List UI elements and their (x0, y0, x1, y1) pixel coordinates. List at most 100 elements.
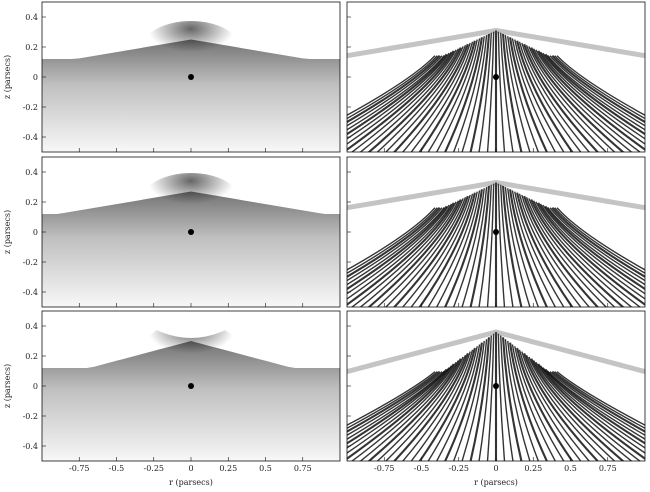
streamline (347, 207, 438, 274)
y-tick-label: 0.4 (25, 13, 38, 22)
streamline (486, 31, 495, 152)
streamline (376, 198, 464, 307)
streamline (540, 365, 645, 454)
streamline (530, 47, 625, 152)
streamline (556, 207, 645, 271)
streamline (504, 339, 531, 461)
streamline (547, 207, 645, 286)
streamline (347, 55, 445, 131)
streamline (547, 370, 645, 440)
density-field (42, 341, 340, 461)
x-axis-title: r (parsecs) (169, 478, 213, 487)
streamline (461, 339, 488, 461)
streamline (347, 371, 438, 430)
streamline (499, 184, 514, 307)
x-tick-label: 0.75 (599, 464, 617, 473)
streamline (511, 190, 557, 307)
x-tick-label: 0.25 (219, 464, 237, 473)
streamline (554, 207, 645, 274)
streamline (499, 32, 514, 152)
streamline (551, 55, 645, 124)
density-field (42, 191, 340, 307)
streamline (532, 360, 633, 461)
y-tick-label: -0.2 (23, 258, 38, 267)
streamline (427, 39, 478, 152)
streamline (521, 351, 591, 461)
streamline (516, 192, 574, 307)
streamline (452, 340, 485, 461)
streamline (347, 53, 448, 136)
streamline (376, 46, 464, 152)
streamline (509, 342, 548, 461)
streamline (523, 195, 600, 307)
streamline (554, 371, 645, 430)
y-tick-label: 0 (33, 73, 38, 82)
streamline (418, 192, 476, 307)
source-marker (188, 229, 194, 235)
streamline (549, 207, 645, 282)
streamline (478, 32, 493, 152)
streamline (532, 200, 633, 307)
streamline (384, 354, 467, 461)
streamline (347, 52, 450, 140)
y-axis-title: z (parsecs) (3, 210, 12, 254)
x-tick-label: 0 (493, 464, 498, 473)
y-tick-label: 0.4 (25, 168, 38, 177)
streamline (516, 40, 574, 152)
streamline (551, 370, 645, 433)
streamline (497, 31, 506, 152)
source-marker (493, 229, 499, 235)
front-band (347, 27, 645, 59)
streamline (514, 39, 565, 152)
streamline (504, 186, 531, 307)
streamline (549, 55, 645, 127)
source-marker (493, 383, 499, 389)
density-cap (143, 173, 239, 225)
streamline (554, 55, 645, 120)
streamline (528, 356, 616, 461)
streamline (350, 49, 457, 152)
density-cap (143, 21, 239, 73)
y-tick-label: 0.2 (25, 352, 38, 361)
streamline (347, 55, 443, 127)
streamline (347, 363, 455, 460)
source-marker (493, 74, 499, 80)
streamline (542, 52, 645, 140)
streamline (444, 189, 483, 307)
streamline (347, 207, 445, 286)
panel-r3-c1: 0.4 0.2 0 -0.2 -0.4 -0.75 -0.5 -0.25 0 0.25 0.5 0.7… (23, 310, 341, 473)
streamline (347, 55, 436, 116)
streamline (392, 353, 469, 461)
streamline (544, 53, 645, 136)
streamline (435, 344, 481, 461)
streamline (418, 347, 476, 461)
streamline (392, 195, 469, 307)
front-band (347, 329, 645, 375)
streamline (528, 198, 616, 307)
streamline (514, 191, 565, 307)
streamline (528, 46, 616, 152)
streamline (347, 50, 455, 151)
streamline (478, 335, 493, 461)
streamline (478, 184, 493, 307)
streamline (384, 197, 467, 307)
x-tick-label: 0.5 (564, 464, 577, 473)
streamline (518, 193, 582, 307)
streamline (347, 207, 436, 271)
streamline (401, 42, 471, 152)
streamline (525, 354, 608, 461)
y-axis-title: z (parsecs) (3, 55, 12, 99)
streamline (347, 55, 438, 120)
streamline (469, 337, 491, 461)
streamline (367, 358, 462, 461)
streamline (549, 371, 645, 437)
y-tick-label: 0.2 (25, 43, 38, 52)
x-tick-label: -0.75 (69, 464, 90, 473)
streamline (376, 356, 464, 461)
streamline (347, 371, 436, 426)
source-marker (188, 74, 194, 80)
streamline (544, 368, 645, 445)
streamline (384, 44, 467, 152)
streamline (347, 371, 443, 437)
